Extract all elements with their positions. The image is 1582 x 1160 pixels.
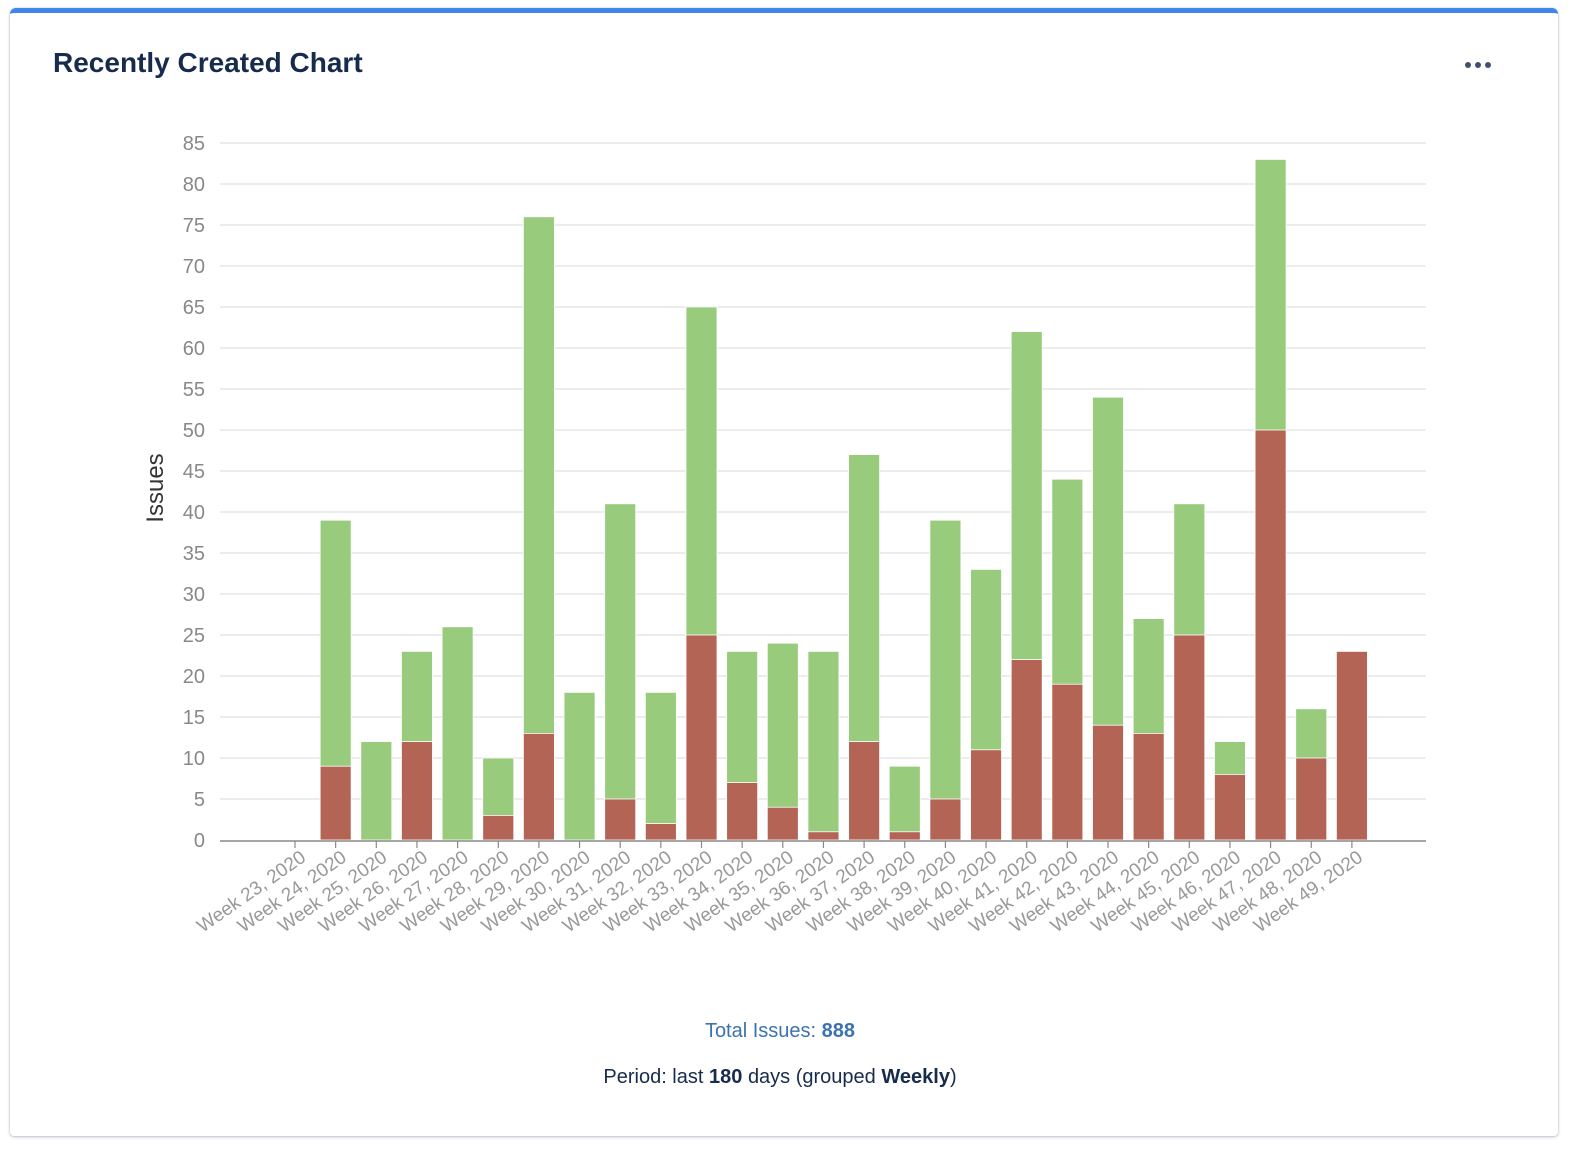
period-suffix: ) [949, 1066, 957, 1088]
resolved-bar [1173, 634, 1206, 841]
y-tick-label: 25 [183, 625, 205, 647]
y-tick-label: 5 [194, 789, 205, 811]
created-bar [441, 626, 474, 841]
period-days: 180 [709, 1066, 743, 1088]
total-issues: Total Issues: 888 [0, 1020, 1560, 1043]
resolved-bar [848, 741, 880, 841]
resolved-bar [1092, 724, 1124, 841]
resolved-bar [644, 823, 677, 841]
resolved-bar [401, 741, 433, 841]
resolved-bar [726, 782, 759, 841]
resolved-bar [1051, 683, 1084, 841]
resolved-bar [970, 749, 1002, 841]
resolved-bar [807, 831, 840, 841]
created-bar [360, 741, 393, 841]
gadget-title: Recently Created Chart [53, 47, 363, 78]
y-tick-label: 70 [183, 256, 205, 278]
gadget-card: Recently Created Chart [10, 8, 1558, 1136]
y-tick-label: 80 [183, 174, 205, 196]
resolved-bar [319, 765, 352, 841]
resolved-bar [482, 815, 515, 841]
y-tick-label: 10 [183, 748, 205, 770]
resolved-bar [1336, 651, 1368, 841]
y-tick-label: 40 [183, 502, 205, 524]
resolved-bar [1010, 659, 1043, 841]
created-bar [929, 519, 962, 841]
resolved-bar [604, 798, 637, 841]
y-tick-label: 30 [183, 584, 205, 606]
y-tick-label: 50 [183, 420, 205, 442]
resolved-bar [523, 733, 555, 841]
total-issues-label: Total Issues: [704, 1020, 817, 1042]
y-axis-ticks: 0 5 10 15 20 25 30 35 40 45 50 55 60 65 70 75 80 85 [183, 133, 205, 852]
y-tick-label: 65 [183, 297, 205, 319]
resolved-bar [685, 634, 718, 841]
period-prefix: Period: last [603, 1066, 704, 1088]
y-tick-label: 20 [183, 666, 205, 688]
y-axis-label: Issues [142, 453, 169, 522]
y-tick-label: 55 [183, 379, 205, 401]
more-icon-dot [1475, 62, 1481, 68]
created-bar [604, 503, 637, 841]
resolved-bar [888, 831, 921, 841]
y-tick-label: 75 [183, 215, 205, 237]
created-bar [888, 765, 921, 841]
period-text: Period: last 180 days (grouped Weekly) [0, 1066, 1560, 1089]
created-bar [807, 651, 840, 841]
more-options-button[interactable] [1458, 51, 1498, 79]
period-group: Weekly [881, 1066, 950, 1088]
resolved-bar [1254, 429, 1287, 841]
created-bar [563, 692, 596, 841]
resolved-bar [1295, 757, 1328, 841]
created-bar [644, 692, 677, 841]
y-tick-label: 45 [183, 461, 205, 483]
chart-bars [220, 158, 1426, 842]
y-tick-label: 60 [183, 338, 205, 360]
recently-created-chart: 0 5 10 15 20 25 30 35 40 45 50 55 60 65 70 75 80 85 Week … [142, 133, 1426, 937]
more-icon-dot [1485, 62, 1491, 68]
total-issues-value[interactable]: 888 [821, 1020, 856, 1042]
y-tick-label: 15 [183, 707, 205, 729]
resolved-bar [929, 798, 962, 841]
chart-grid [220, 142, 1426, 800]
resolved-bar [1214, 774, 1246, 841]
y-tick-label: 85 [183, 133, 205, 155]
more-icon-dot [1465, 62, 1471, 68]
y-tick-label: 0 [194, 830, 205, 852]
resolved-bar [766, 806, 799, 841]
y-tick-label: 35 [183, 543, 205, 565]
resolved-bar [1132, 733, 1165, 841]
period-middle: days (grouped [747, 1066, 876, 1088]
